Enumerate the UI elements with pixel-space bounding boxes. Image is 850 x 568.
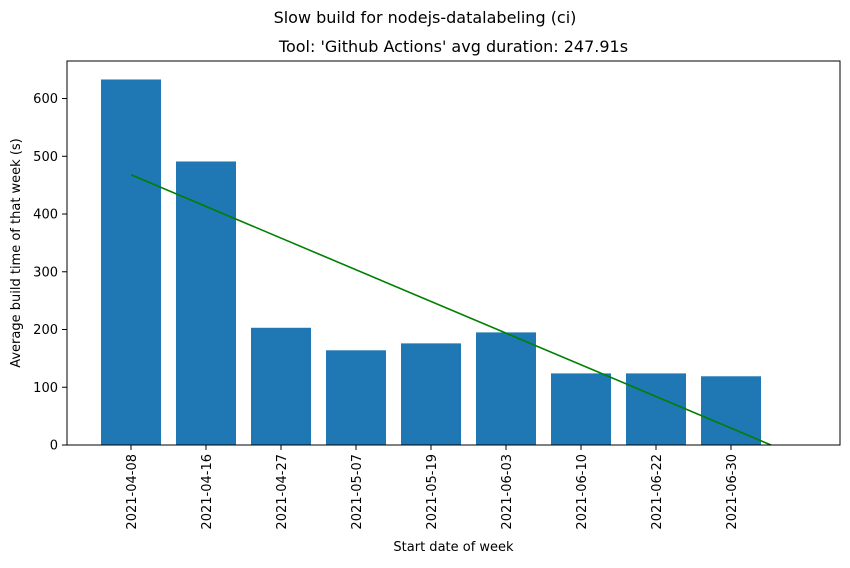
bar-2021-05-19 [401,343,461,445]
bar-2021-04-08 [101,79,161,445]
y-axis: 0 100 200 300 400 500 600 [33,92,67,454]
trend-line [130,174,772,446]
y-tick-label: 300 [33,265,58,280]
x-tick-label: 2021-06-22 [650,454,665,530]
trend-line-group [130,174,772,446]
bars-group [101,79,761,445]
x-tick-label: 2021-06-03 [500,454,515,530]
x-tick-label: 2021-04-16 [200,454,215,530]
bar-2021-06-03 [476,332,536,445]
y-tick-label: 400 [33,208,58,223]
y-tick-label: 500 [33,150,58,165]
bar-2021-06-22 [626,373,686,445]
chart-suptitle: Slow build for nodejs-datalabeling (ci) [273,8,577,27]
plot-area-frame [66,60,841,446]
x-tick-label: 2021-06-10 [575,454,590,530]
x-axis-label: Start date of week [393,540,514,555]
y-axis-label: Average build time of that week (s) [9,138,24,368]
y-tick-label: 0 [50,439,58,454]
bar-2021-05-07 [326,350,386,445]
x-tick-label: 2021-04-08 [125,454,140,530]
x-tick-label: 2021-06-30 [725,454,740,530]
bar-2021-06-10 [551,373,611,445]
x-tick-label: 2021-04-27 [275,454,290,530]
y-tick-label: 200 [33,323,58,338]
y-tick-label: 100 [33,381,58,396]
bar-2021-04-27 [251,327,311,445]
bar-2021-06-30 [701,376,761,445]
bar-2021-04-16 [176,161,236,445]
x-tick-label: 2021-05-07 [350,454,365,530]
x-tick-label: 2021-05-19 [425,454,440,530]
chart-title: Tool: 'Github Actions' avg duration: 247… [278,37,628,56]
y-tick-label: 600 [33,92,58,107]
x-axis: 2021-04-08 2021-04-16 2021-04-27 2021-05-07… [125,445,740,530]
